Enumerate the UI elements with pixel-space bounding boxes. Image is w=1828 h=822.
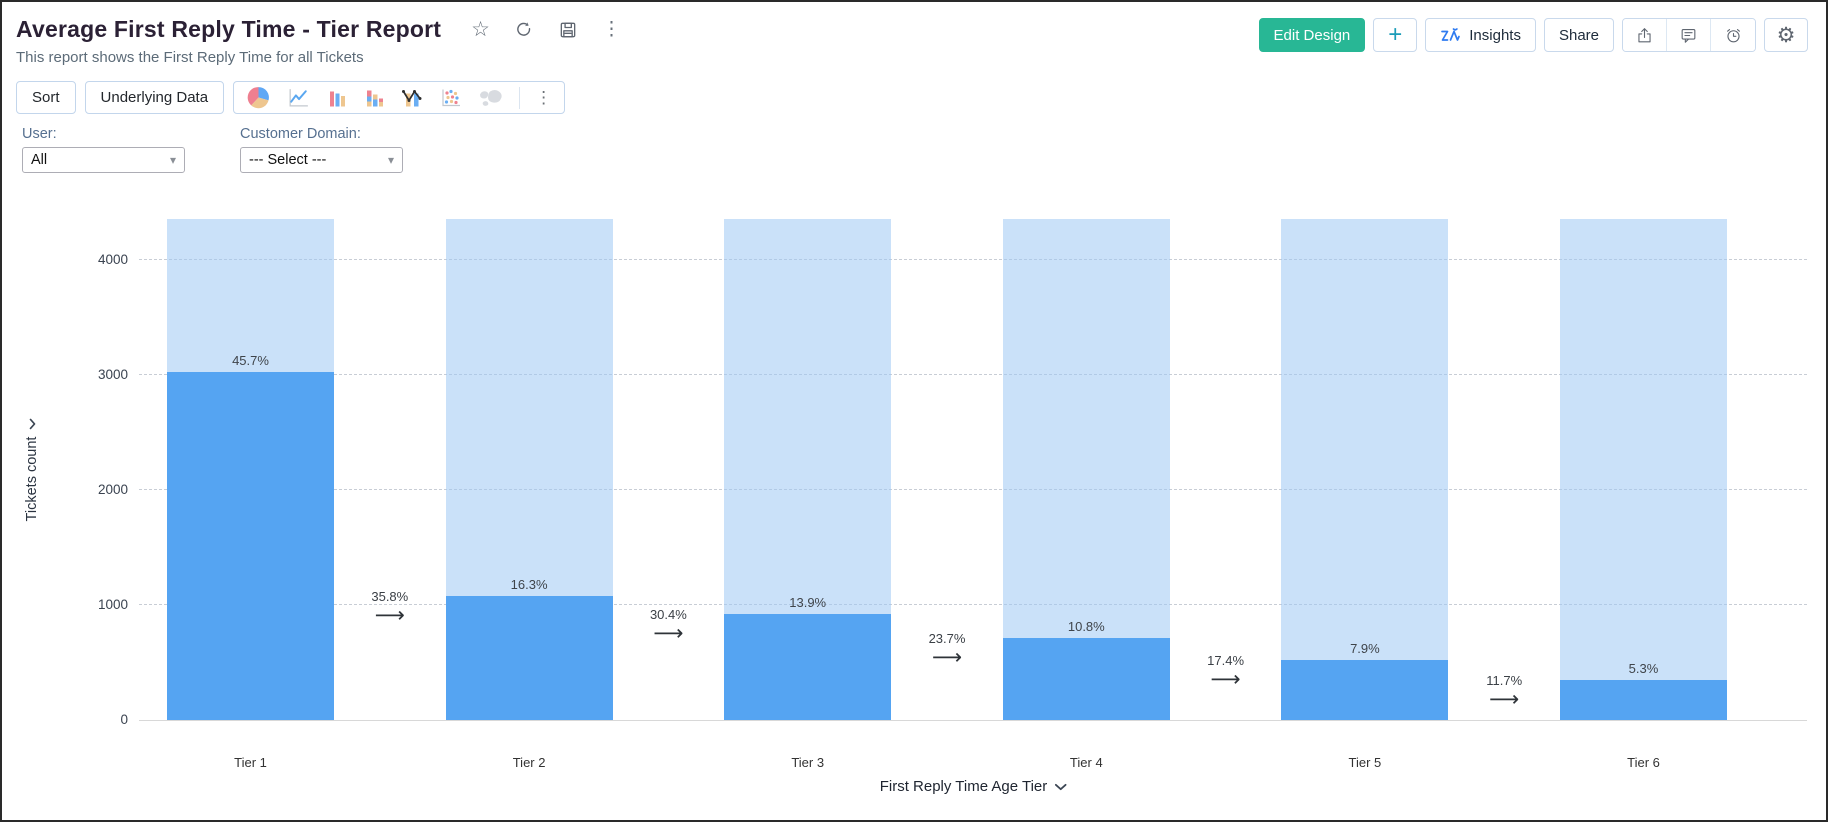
user-filter-label: User: [22, 126, 57, 142]
transition-percent-label: 23.7% [928, 630, 966, 646]
customer-domain-filter-select[interactable]: --- Select --- ▾ [240, 147, 403, 173]
bar-fill-tier-6[interactable] [1560, 679, 1727, 720]
more-chart-types-icon[interactable]: ⋮ [535, 88, 553, 107]
report-header: Average First Reply Time - Tier Report ☆ [2, 2, 1826, 66]
x-tick-tier-3: Tier 3 [791, 755, 825, 770]
settings-gear-icon[interactable]: ⚙ [1764, 18, 1808, 52]
gridline-2000 [139, 489, 1807, 491]
header-action-bar: Edit Design + Insights Share [1258, 18, 1808, 52]
bar-value-label-tier-3: 13.9% [789, 594, 827, 610]
utility-icon-group [1622, 18, 1756, 52]
share-button[interactable]: Share [1543, 18, 1614, 52]
report-description: This report shows the First Reply Time f… [16, 49, 364, 66]
right-arrow-icon: ⟶ [374, 602, 405, 627]
x-tick-tier-6: Tier 6 [1627, 755, 1660, 770]
more-vertical-icon[interactable]: ⋮ [601, 19, 621, 40]
x-tick-tier-5: Tier 5 [1348, 755, 1382, 770]
bar-fill-tier-3[interactable] [724, 613, 892, 720]
bar-fill-tier-5[interactable] [1281, 659, 1449, 720]
user-filter: User: All ▾ [22, 126, 185, 173]
customer-domain-filter-value: --- Select --- [249, 152, 327, 168]
user-filter-select[interactable]: All ▾ [22, 147, 185, 173]
transition-tier-1-to-2: 35.8% ⟶ [342, 589, 438, 626]
scatter-chart-icon[interactable] [439, 86, 463, 109]
stacked-bar-chart-icon[interactable] [363, 86, 385, 109]
bar-value-label-tier-1: 45.7% [232, 352, 269, 368]
bar-fill-tier-2[interactable] [445, 595, 613, 720]
bar-background-tier-4[interactable] [1002, 219, 1170, 720]
zia-insights-icon [1440, 27, 1462, 44]
favorite-star-icon[interactable]: ☆ [471, 18, 490, 41]
bar-fill-tier-4[interactable] [1002, 637, 1170, 720]
transition-percent-label: 11.7% [1486, 672, 1523, 688]
transition-tier-2-to-3: 30.4% ⟶ [620, 607, 716, 644]
plot-area: 45.7% 16.3% 13.9% 10.8% 7.9% 5.3% 35.8% ⟶ 30.4% ⟶… [139, 219, 1807, 721]
filter-bar: User: All ▾ Customer Domain: --- Select … [22, 126, 1826, 173]
y-tick-4000: 4000 [97, 252, 128, 268]
gridline-4000 [139, 259, 1807, 261]
line-chart-icon[interactable] [286, 86, 311, 109]
alarm-icon[interactable] [1711, 19, 1755, 51]
y-tick-3000: 3000 [97, 367, 128, 383]
x-tick-tier-4: Tier 4 [1069, 755, 1103, 770]
gridline-3000 [139, 374, 1807, 376]
bar-background-tier-5[interactable] [1281, 219, 1449, 720]
customer-domain-filter: Customer Domain: --- Select --- ▾ [240, 126, 403, 173]
user-filter-value: All [31, 152, 48, 168]
save-icon[interactable] [558, 20, 578, 40]
edit-design-button[interactable]: Edit Design [1258, 18, 1366, 52]
sort-button[interactable]: Sort [16, 81, 76, 114]
transition-tier-4-to-5: 17.4% ⟶ [1178, 653, 1274, 690]
comment-icon[interactable] [1667, 19, 1711, 51]
toolbar-divider [519, 86, 521, 109]
map-chart-icon[interactable] [478, 87, 504, 108]
bar-value-label-tier-4: 10.8% [1067, 618, 1105, 634]
add-button[interactable]: + [1373, 18, 1418, 52]
gridline-1000 [139, 604, 1807, 606]
transition-tier-5-to-6: 11.7% ⟶ [1456, 673, 1552, 710]
underlying-data-button[interactable]: Underlying Data [84, 81, 225, 114]
chevron-down-icon [1054, 783, 1067, 790]
right-arrow-icon: ⟶ [931, 644, 963, 669]
bar-value-label-tier-2: 16.3% [510, 576, 548, 592]
x-axis-title[interactable]: First Reply Time Age Tier [880, 778, 1067, 795]
export-icon[interactable] [1623, 19, 1667, 51]
chart-type-switcher: ⋮ [233, 81, 566, 114]
chevron-down-icon: ▾ [387, 153, 394, 167]
insights-button[interactable]: Insights [1425, 18, 1536, 52]
combo-chart-icon[interactable] [400, 86, 424, 109]
y-axis-title-label: Tickets count [24, 436, 40, 522]
bar-value-label-tier-5: 7.9% [1350, 640, 1380, 656]
customer-domain-filter-label: Customer Domain: [240, 126, 361, 142]
y-axis-title[interactable]: Tickets count [24, 418, 40, 522]
transition-percent-label: 17.4% [1207, 652, 1245, 668]
bar-value-label-tier-6: 5.3% [1628, 660, 1659, 676]
right-arrow-icon: ⟶ [653, 620, 684, 645]
pie-chart-icon[interactable] [246, 85, 271, 110]
transition-tier-3-to-4: 23.7% ⟶ [899, 631, 995, 668]
y-tick-0: 0 [120, 712, 128, 727]
page-title: Average First Reply Time - Tier Report [16, 16, 442, 42]
bar-chart-icon[interactable] [326, 86, 348, 109]
chevron-down-icon [29, 418, 35, 430]
y-tick-2000: 2000 [97, 482, 128, 498]
right-arrow-icon: ⟶ [1489, 686, 1520, 711]
y-tick-1000: 1000 [97, 597, 128, 612]
transition-percent-label: 35.8% [371, 588, 409, 604]
report-toolbar: Sort Underlying Data [16, 81, 1826, 114]
refresh-icon[interactable] [514, 20, 534, 40]
x-tick-tier-2: Tier 2 [512, 755, 546, 770]
bar-fill-tier-1[interactable] [167, 371, 334, 720]
x-tick-tier-1: Tier 1 [234, 755, 267, 770]
right-arrow-icon: ⟶ [1210, 666, 1241, 691]
chart-area: Tickets count 45.7% 16.3% 13.9% 10.8% 7.9% 5.… [2, 177, 1826, 813]
x-axis-title-label: First Reply Time Age Tier [879, 778, 1048, 795]
chevron-down-icon: ▾ [169, 153, 176, 167]
transition-percent-label: 30.4% [649, 606, 687, 622]
insights-label: Insights [1469, 26, 1521, 44]
bar-background-tier-6[interactable] [1560, 219, 1727, 720]
